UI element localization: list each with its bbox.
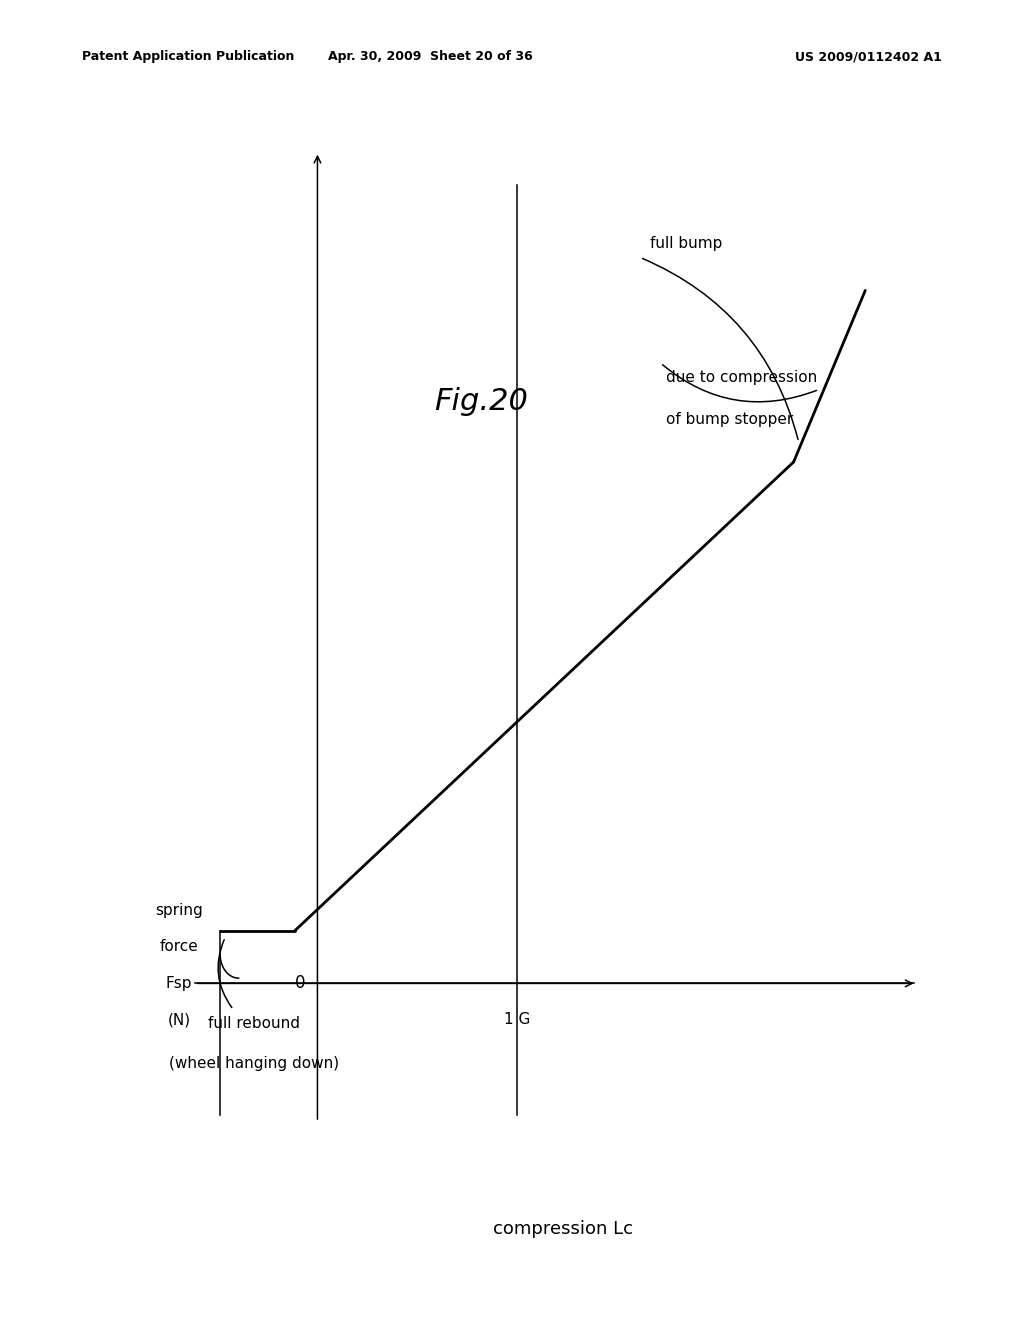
Text: Fsp: Fsp <box>166 975 193 991</box>
Text: (N): (N) <box>168 1012 190 1028</box>
Text: Fig.20: Fig.20 <box>434 387 528 416</box>
Text: 0: 0 <box>295 974 305 993</box>
Text: Apr. 30, 2009  Sheet 20 of 36: Apr. 30, 2009 Sheet 20 of 36 <box>328 50 532 63</box>
Text: spring: spring <box>156 903 203 919</box>
Text: due to compression: due to compression <box>666 370 817 384</box>
Text: 1 G: 1 G <box>504 1012 530 1027</box>
Text: of bump stopper: of bump stopper <box>666 412 793 426</box>
Text: force: force <box>160 939 199 954</box>
Text: full bump: full bump <box>650 236 723 251</box>
Text: full rebound: full rebound <box>208 1016 300 1031</box>
Text: Patent Application Publication: Patent Application Publication <box>82 50 294 63</box>
Text: compression Lc: compression Lc <box>494 1220 633 1238</box>
Text: US 2009/0112402 A1: US 2009/0112402 A1 <box>796 50 942 63</box>
Text: (wheel hanging down): (wheel hanging down) <box>169 1056 339 1071</box>
